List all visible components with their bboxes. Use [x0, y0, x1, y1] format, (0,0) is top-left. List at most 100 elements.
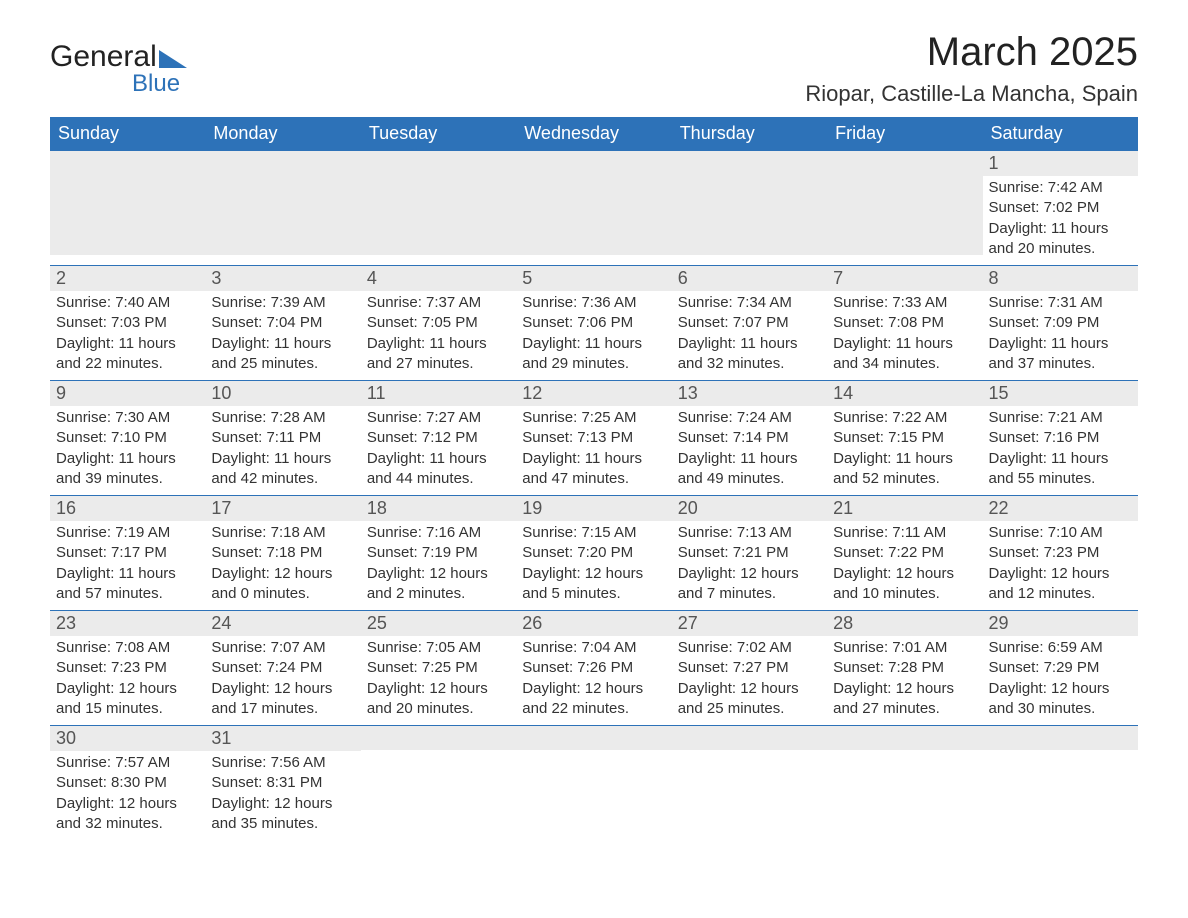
calendar-cell: 25Sunrise: 7:05 AMSunset: 7:25 PMDayligh… [361, 611, 516, 726]
page-title: March 2025 [805, 30, 1138, 75]
daylight-text: Daylight: 11 hours and 55 minutes. [989, 449, 1132, 490]
day-details: Sunrise: 7:05 AMSunset: 7:25 PMDaylight:… [361, 636, 516, 725]
day-details: Sunrise: 7:22 AMSunset: 7:15 PMDaylight:… [827, 406, 982, 495]
sunrise-text: Sunrise: 7:08 AM [56, 638, 199, 658]
day-number: 24 [205, 611, 360, 636]
calendar-week: 2Sunrise: 7:40 AMSunset: 7:03 PMDaylight… [50, 266, 1138, 381]
calendar-cell: 23Sunrise: 7:08 AMSunset: 7:23 PMDayligh… [50, 611, 205, 726]
day-details: Sunrise: 6:59 AMSunset: 7:29 PMDaylight:… [983, 636, 1138, 725]
day-number: 27 [672, 611, 827, 636]
day-number: 7 [827, 266, 982, 291]
day-details: Sunrise: 7:30 AMSunset: 7:10 PMDaylight:… [50, 406, 205, 495]
day-details [361, 175, 516, 255]
logo-word2: Blue [132, 70, 180, 98]
logo-triangle-icon [159, 50, 187, 68]
day-details: Sunrise: 7:34 AMSunset: 7:07 PMDaylight:… [672, 291, 827, 380]
calendar-cell: 21Sunrise: 7:11 AMSunset: 7:22 PMDayligh… [827, 496, 982, 611]
day-details: Sunrise: 7:24 AMSunset: 7:14 PMDaylight:… [672, 406, 827, 495]
calendar-week: 23Sunrise: 7:08 AMSunset: 7:23 PMDayligh… [50, 611, 1138, 726]
sunrise-text: Sunrise: 7:34 AM [678, 293, 821, 313]
daylight-text: Daylight: 12 hours and 22 minutes. [522, 679, 665, 720]
calendar-cell [361, 726, 516, 841]
logo-word1: General [50, 40, 157, 74]
day-number [361, 726, 516, 750]
sunrise-text: Sunrise: 7:30 AM [56, 408, 199, 428]
daylight-text: Daylight: 11 hours and 32 minutes. [678, 334, 821, 375]
sunrise-text: Sunrise: 7:36 AM [522, 293, 665, 313]
sunrise-text: Sunrise: 7:56 AM [211, 753, 354, 773]
sunset-text: Sunset: 7:15 PM [833, 428, 976, 448]
sunrise-text: Sunrise: 7:31 AM [989, 293, 1132, 313]
col-wednesday: Wednesday [516, 117, 671, 151]
calendar-cell: 1Sunrise: 7:42 AMSunset: 7:02 PMDaylight… [983, 151, 1138, 266]
sunrise-text: Sunrise: 7:05 AM [367, 638, 510, 658]
col-monday: Monday [205, 117, 360, 151]
day-number: 8 [983, 266, 1138, 291]
col-tuesday: Tuesday [361, 117, 516, 151]
page-header: General Blue March 2025 Riopar, Castille… [50, 30, 1138, 107]
calendar-cell: 15Sunrise: 7:21 AMSunset: 7:16 PMDayligh… [983, 381, 1138, 496]
daylight-text: Daylight: 12 hours and 0 minutes. [211, 564, 354, 605]
sunrise-text: Sunrise: 7:42 AM [989, 178, 1132, 198]
calendar-cell: 2Sunrise: 7:40 AMSunset: 7:03 PMDaylight… [50, 266, 205, 381]
title-block: March 2025 Riopar, Castille-La Mancha, S… [805, 30, 1138, 107]
day-details: Sunrise: 7:57 AMSunset: 8:30 PMDaylight:… [50, 751, 205, 840]
daylight-text: Daylight: 11 hours and 42 minutes. [211, 449, 354, 490]
sunset-text: Sunset: 7:08 PM [833, 313, 976, 333]
sunrise-text: Sunrise: 7:13 AM [678, 523, 821, 543]
day-number: 25 [361, 611, 516, 636]
sunset-text: Sunset: 7:27 PM [678, 658, 821, 678]
calendar-cell: 14Sunrise: 7:22 AMSunset: 7:15 PMDayligh… [827, 381, 982, 496]
day-number: 16 [50, 496, 205, 521]
sunrise-text: Sunrise: 7:21 AM [989, 408, 1132, 428]
calendar-table: Sunday Monday Tuesday Wednesday Thursday… [50, 117, 1138, 840]
calendar-cell: 9Sunrise: 7:30 AMSunset: 7:10 PMDaylight… [50, 381, 205, 496]
sunset-text: Sunset: 7:14 PM [678, 428, 821, 448]
sunset-text: Sunset: 7:23 PM [56, 658, 199, 678]
daylight-text: Daylight: 12 hours and 30 minutes. [989, 679, 1132, 720]
day-details: Sunrise: 7:15 AMSunset: 7:20 PMDaylight:… [516, 521, 671, 610]
sunrise-text: Sunrise: 7:28 AM [211, 408, 354, 428]
daylight-text: Daylight: 12 hours and 12 minutes. [989, 564, 1132, 605]
daylight-text: Daylight: 11 hours and 37 minutes. [989, 334, 1132, 375]
sunset-text: Sunset: 7:17 PM [56, 543, 199, 563]
day-details: Sunrise: 7:36 AMSunset: 7:06 PMDaylight:… [516, 291, 671, 380]
calendar-cell [672, 726, 827, 841]
day-number [983, 726, 1138, 750]
sunrise-text: Sunrise: 6:59 AM [989, 638, 1132, 658]
sunrise-text: Sunrise: 7:01 AM [833, 638, 976, 658]
day-number: 13 [672, 381, 827, 406]
logo: General Blue [50, 30, 187, 98]
day-number: 6 [672, 266, 827, 291]
sunset-text: Sunset: 7:05 PM [367, 313, 510, 333]
sunrise-text: Sunrise: 7:16 AM [367, 523, 510, 543]
calendar-header-row: Sunday Monday Tuesday Wednesday Thursday… [50, 117, 1138, 151]
sunset-text: Sunset: 7:20 PM [522, 543, 665, 563]
daylight-text: Daylight: 12 hours and 35 minutes. [211, 794, 354, 835]
col-sunday: Sunday [50, 117, 205, 151]
daylight-text: Daylight: 11 hours and 44 minutes. [367, 449, 510, 490]
calendar-cell: 6Sunrise: 7:34 AMSunset: 7:07 PMDaylight… [672, 266, 827, 381]
sunrise-text: Sunrise: 7:33 AM [833, 293, 976, 313]
sunset-text: Sunset: 7:06 PM [522, 313, 665, 333]
sunset-text: Sunset: 7:09 PM [989, 313, 1132, 333]
day-number: 2 [50, 266, 205, 291]
daylight-text: Daylight: 12 hours and 5 minutes. [522, 564, 665, 605]
day-number: 15 [983, 381, 1138, 406]
calendar-week: 16Sunrise: 7:19 AMSunset: 7:17 PMDayligh… [50, 496, 1138, 611]
sunset-text: Sunset: 7:04 PM [211, 313, 354, 333]
calendar-week: 30Sunrise: 7:57 AMSunset: 8:30 PMDayligh… [50, 726, 1138, 841]
day-details: Sunrise: 7:37 AMSunset: 7:05 PMDaylight:… [361, 291, 516, 380]
day-details: Sunrise: 7:10 AMSunset: 7:23 PMDaylight:… [983, 521, 1138, 610]
sunrise-text: Sunrise: 7:10 AM [989, 523, 1132, 543]
sunset-text: Sunset: 7:11 PM [211, 428, 354, 448]
sunset-text: Sunset: 7:03 PM [56, 313, 199, 333]
day-details: Sunrise: 7:18 AMSunset: 7:18 PMDaylight:… [205, 521, 360, 610]
daylight-text: Daylight: 12 hours and 2 minutes. [367, 564, 510, 605]
sunset-text: Sunset: 8:30 PM [56, 773, 199, 793]
sunset-text: Sunset: 7:24 PM [211, 658, 354, 678]
daylight-text: Daylight: 11 hours and 29 minutes. [522, 334, 665, 375]
calendar-cell [205, 151, 360, 266]
calendar-week: 9Sunrise: 7:30 AMSunset: 7:10 PMDaylight… [50, 381, 1138, 496]
day-details: Sunrise: 7:33 AMSunset: 7:08 PMDaylight:… [827, 291, 982, 380]
